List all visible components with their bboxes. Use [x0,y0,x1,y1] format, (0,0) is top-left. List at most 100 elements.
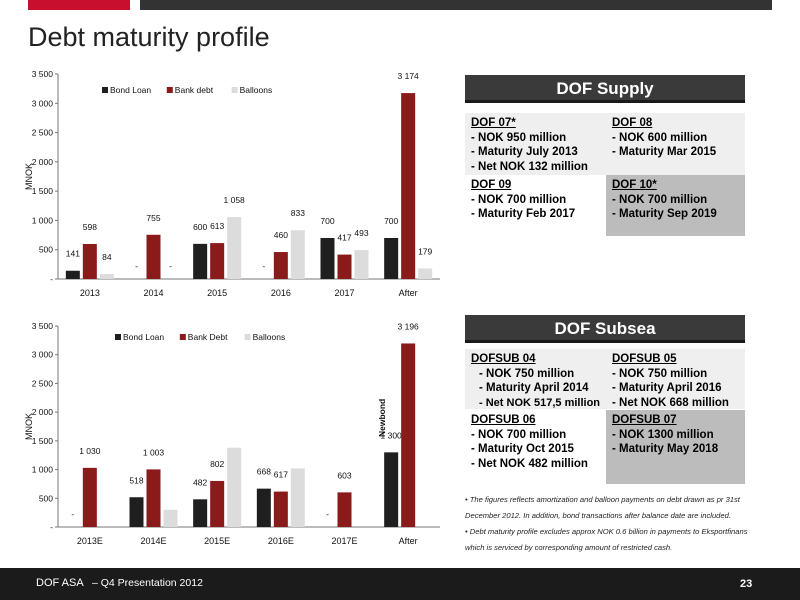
bar [256,488,271,527]
legend-swatch [244,334,251,340]
bar [146,234,161,279]
bar-value-label: 700 [320,216,334,226]
bar-value-label: - [169,261,172,271]
cell-title: DOFSUB 06 [471,414,536,426]
bar-value-label: 1 300 [381,430,403,440]
supply-panel-header: DOF Supply [465,75,745,103]
cell-line: - NOK 700 million [612,193,708,206]
bar-value-label: - [71,509,74,519]
top-accent-bar-red [28,0,130,10]
cell-line: - Net NOK 132 million [471,160,588,173]
cell-line: - NOK 600 million [612,131,708,144]
cell-title: DOFSUB 04 [471,353,536,365]
bar-value-label: 1 030 [79,446,101,456]
bar [193,499,208,527]
bar-value-label: 600 [193,222,207,232]
y-tick-label: 1 000 [32,215,54,225]
legend-swatch [231,87,238,93]
cell-line: - Maturity July 2013 [471,146,578,158]
y-tick-label: 3 500 [32,69,54,79]
bar-value-label: 700 [384,216,398,226]
bar [227,217,242,279]
bar [320,238,335,279]
y-tick-label: 2 000 [32,157,54,167]
bar [354,250,369,279]
footer-bar [0,568,800,600]
cell-title: DOF 09 [471,179,512,191]
legend-label: Bond Loan [110,85,151,95]
x-tick-label: 2017E [331,536,357,546]
footnote: • Debt maturity profile excludes approx … [465,527,748,552]
y-tick-label: 2 000 [32,407,54,417]
bar [210,243,225,279]
cell-line: - Net NOK 482 million [471,457,588,470]
bar-value-label: 482 [193,477,207,487]
bar [401,343,416,527]
legend-swatch [115,334,121,340]
bar [82,467,97,527]
top-accent-bar-dark [140,0,772,10]
x-tick-label: After [399,536,418,546]
y-tick-label: 3 000 [32,98,54,108]
x-tick-label: 2015E [204,536,230,546]
bar [146,469,161,527]
bar-value-label: 518 [129,475,143,485]
page-title: Debt maturity profile [28,22,270,52]
bar-value-label: 617 [274,470,288,480]
cell-line: - NOK 750 million [612,367,708,380]
y-tick-label: 3 500 [32,321,54,331]
cell-line: - Maturity April 2016 [612,382,722,394]
cell-title: DOFSUB 07 [612,414,677,426]
y-tick-label: 2 500 [32,378,54,388]
y-axis-label: MNOK [24,413,34,440]
y-tick-label: - [50,522,53,532]
x-tick-label: 2017 [334,288,354,298]
legend-label: Balloons [240,85,273,95]
bar-value-label: 802 [210,459,224,469]
legend-swatch [179,334,186,340]
bar-value-label: 3 196 [398,321,420,331]
legend-label: Balloons [253,332,286,342]
bar [193,243,208,279]
cell-line: - NOK 950 million [471,131,567,144]
annotation-label: Newbond [377,399,387,437]
bar [99,274,114,279]
bar-value-label: 598 [83,222,97,232]
footer-company: DOF ASA [36,577,84,589]
x-tick-label: 2013 [80,288,100,298]
legend-label: Bank Debt [188,332,228,342]
bar [384,238,399,279]
cell-line: - Maturity May 2018 [612,443,719,455]
supply-panel-title: DOF Supply [556,79,654,98]
subsea-debt-chart: - 500 1 000 1 500 2 000 2 500 3 000 3 500 MNOK 20… [24,321,440,546]
legend-label: Bank debt [175,85,214,95]
cell-line: - NOK 1300 million [612,428,714,441]
bar [401,93,416,279]
x-tick-label: 2016E [268,536,294,546]
legend-label: Bond Loan [123,332,164,342]
bar-value-label: 3 174 [398,71,420,81]
bar [384,452,399,527]
bar [210,480,225,527]
bar-value-label: 179 [418,247,432,257]
bar-value-label: - [326,509,329,519]
bar-value-label: 833 [291,208,305,218]
bar-value-label: 84 [102,252,112,262]
cell-line: - NOK 750 million [479,367,575,380]
bar [273,252,288,279]
y-tick-label: 500 [39,245,53,255]
subsea-cell-dofsub05: DOFSUB 05 - NOK 750 million - Maturity A… [606,349,745,409]
bar-value-label: 141 [66,249,80,259]
y-tick-label: - [50,274,53,284]
bar-value-label: 668 [257,467,271,477]
cell-line: - Maturity Sep 2019 [612,208,717,220]
x-tick-label: After [399,288,418,298]
cell-line: - NOK 700 million [471,428,567,441]
supply-cell-dof07: DOF 07* - NOK 950 million - Maturity Jul… [465,113,606,175]
bar [273,491,288,527]
bar-value-label: 1 003 [143,447,165,457]
bar [290,468,305,527]
cell-line: - Maturity Feb 2017 [471,208,576,220]
cell-line: - Maturity April 2014 [479,382,589,394]
legend-swatch [102,87,108,93]
